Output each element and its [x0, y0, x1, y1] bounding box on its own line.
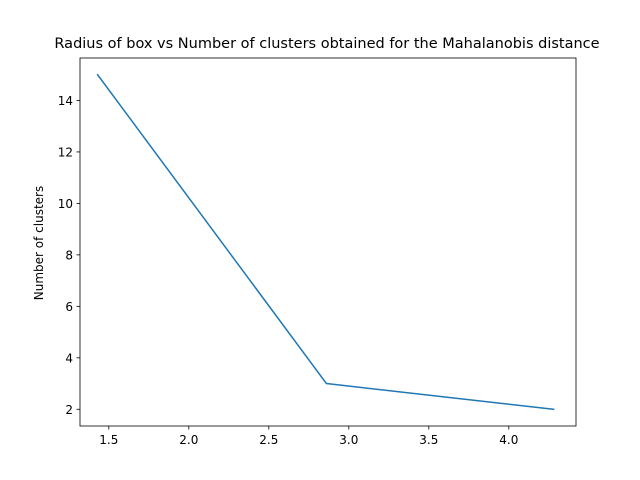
x-tick-label: 2.0 [179, 433, 198, 447]
x-tick-label: 3.5 [419, 433, 438, 447]
y-tick-label: 14 [58, 94, 73, 108]
axes-frame [79, 57, 577, 427]
y-tick-label: 12 [58, 145, 73, 159]
x-tick-label: 2.5 [259, 433, 278, 447]
y-axis-label: Number of clusters [32, 186, 46, 300]
x-tick-label: 4.0 [499, 433, 518, 447]
y-tick-label: 2 [65, 403, 73, 417]
x-tick-label: 3.0 [339, 433, 358, 447]
chart-title: Radius of box vs Number of clusters obta… [54, 36, 599, 52]
plot-area: 1.5 2.0 2.5 3.0 3.5 4.0 2 4 6 8 10 12 14 [58, 57, 577, 447]
y-tick-label: 4 [65, 351, 73, 365]
series-line-0 [96, 73, 555, 411]
y-tick-label: 6 [65, 300, 73, 314]
y-tick-label: 10 [58, 197, 73, 211]
x-tick-label: 1.5 [99, 433, 118, 447]
y-tick-label: 8 [65, 248, 73, 262]
